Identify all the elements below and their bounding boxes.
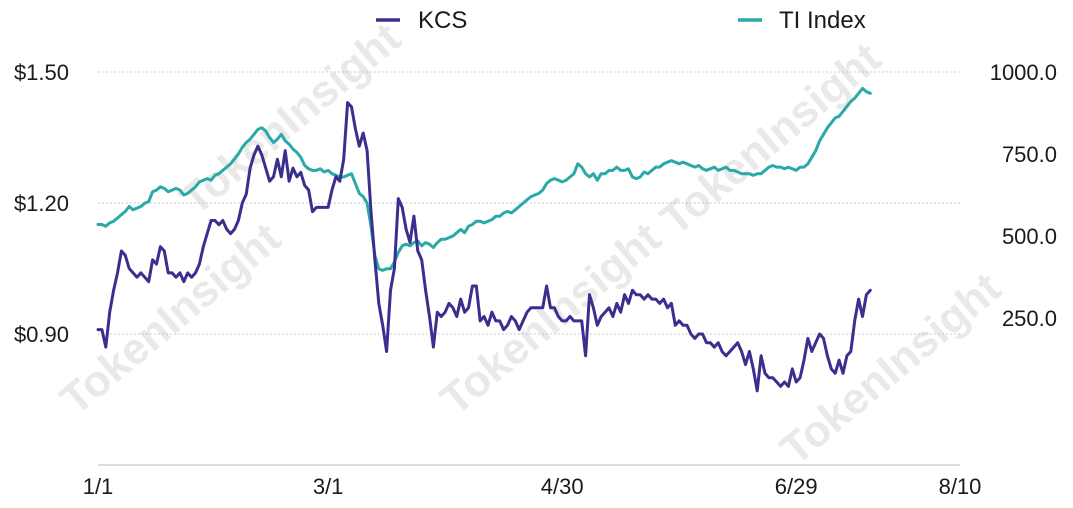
watermark-text: TokenInsight — [651, 33, 890, 245]
x-tick-label: 1/1 — [83, 474, 114, 499]
legend: KCS TI Index — [376, 7, 866, 34]
left-y-tick-label: $0.90 — [14, 322, 69, 347]
left-y-tick-label: $1.50 — [14, 60, 69, 85]
x-tick-label: 6/29 — [775, 474, 818, 499]
watermark-text: TokenInsight — [171, 13, 410, 225]
x-tick-label: 4/30 — [541, 474, 584, 499]
x-tick-label: 8/10 — [939, 474, 982, 499]
series-line-ti-index — [96, 86, 872, 272]
right-y-axis: 1000.0 750.0 500.0 250.0 — [990, 60, 1057, 331]
series-layer — [96, 86, 872, 393]
series-line-kcs — [96, 101, 872, 393]
watermark-text: TokenInsight — [51, 213, 290, 425]
left-y-axis: $1.50 $1.20 $0.90 — [14, 60, 69, 347]
watermark-text: TokenInsight — [771, 263, 1010, 475]
legend-label: KCS — [418, 7, 467, 34]
watermark-text: TokenInsight — [431, 213, 670, 425]
right-y-tick-label: 1000.0 — [990, 60, 1057, 85]
x-axis: 1/1 3/1 4/30 6/29 8/10 — [83, 464, 982, 499]
x-tick-label: 3/1 — [313, 474, 344, 499]
left-y-tick-label: $1.20 — [14, 191, 69, 216]
right-y-tick-label: 500.0 — [1002, 224, 1057, 249]
right-y-tick-label: 750.0 — [1002, 142, 1057, 167]
right-y-tick-label: 250.0 — [1002, 306, 1057, 331]
legend-label: TI Index — [779, 7, 866, 34]
